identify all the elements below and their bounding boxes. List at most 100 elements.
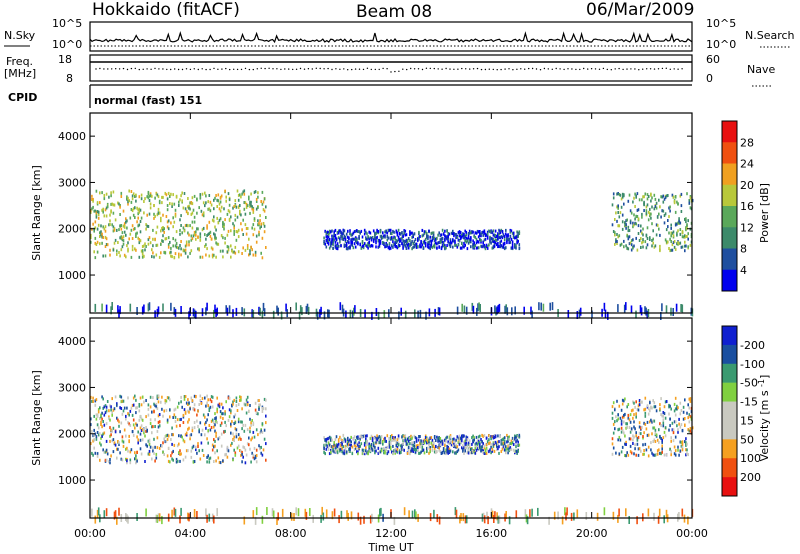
echo-cell [472, 242, 474, 246]
echo-cell [123, 406, 126, 410]
echo-cell [255, 454, 258, 457]
echo-cell [639, 305, 642, 314]
echo-cell [201, 397, 204, 400]
echo-cell [476, 240, 479, 244]
echo-cell [251, 248, 253, 252]
echo-cell [257, 223, 259, 227]
nave-dot [240, 68, 243, 71]
echo-cell [193, 215, 196, 219]
echo-cell [366, 434, 368, 438]
echo-cell [628, 193, 631, 197]
echo-cell [216, 449, 218, 453]
echo-cell [455, 233, 457, 236]
echo-cell [193, 421, 196, 424]
echo-cell [130, 228, 133, 232]
echo-cell [427, 439, 429, 443]
echo-cell [166, 197, 169, 201]
nave-dot [209, 68, 211, 71]
echo-cell [185, 240, 188, 244]
echo-cell [507, 444, 509, 448]
echo-cell [455, 438, 457, 442]
echo-cell [225, 400, 227, 404]
echo-cell [440, 452, 443, 455]
echo-cell [651, 432, 653, 436]
echo-cell [647, 454, 650, 458]
echo-cell [682, 417, 685, 421]
echo-cell [323, 445, 325, 449]
echo-cell [157, 513, 160, 522]
echo-cell [400, 232, 402, 236]
nave-dot [327, 67, 329, 70]
echo-cell [686, 411, 688, 415]
echo-cell [321, 506, 323, 515]
echo-cell [663, 221, 666, 225]
echo-cell [436, 242, 438, 246]
echo-cell [679, 228, 682, 231]
echo-cell [365, 440, 367, 444]
echo-cell [482, 241, 484, 245]
echo-cell [423, 231, 426, 235]
echo-cell [665, 509, 668, 518]
echo-cell [105, 405, 108, 409]
echo-cell [167, 434, 170, 438]
echo-cell [211, 247, 214, 251]
echo-cell [121, 236, 124, 240]
echo-cell [437, 436, 439, 440]
echo-cell [179, 232, 181, 236]
echo-cell [374, 237, 376, 241]
echo-cell [467, 448, 470, 452]
echo-cell [239, 209, 241, 213]
echo-cell [173, 443, 176, 447]
echo-cell [630, 211, 633, 215]
echo-cell [99, 235, 101, 238]
echo-cell [117, 447, 119, 451]
echo-cell [388, 443, 391, 447]
echo-cell [145, 429, 147, 433]
echo-cell [508, 238, 510, 242]
echo-cell [147, 407, 150, 411]
echo-cell [642, 435, 644, 438]
cpid-mode: normal (fast) 151 [94, 94, 202, 107]
echo-cell [476, 246, 479, 250]
echo-cell [638, 403, 641, 407]
echo-cell [220, 432, 223, 436]
echo-cell [664, 400, 667, 404]
echo-cell [147, 413, 150, 417]
echo-cell [453, 234, 455, 238]
echo-cell [365, 230, 367, 234]
echo-cell [224, 218, 226, 222]
echo-cell [672, 431, 675, 435]
echo-cell [352, 437, 355, 441]
echo-cell [348, 439, 350, 443]
echo-cell [305, 511, 308, 520]
echo-cell [151, 410, 153, 414]
echo-cell [333, 450, 335, 454]
echo-cell [131, 209, 134, 213]
echo-cell [228, 198, 231, 202]
echo-cell [265, 407, 267, 411]
echo-cell [94, 236, 97, 240]
power-echoes [90, 189, 694, 320]
colorbar-tick-label: 200 [740, 471, 761, 484]
echo-cell [445, 448, 447, 452]
echo-cell [251, 451, 253, 455]
echo-cell [652, 453, 654, 457]
echo-cell [231, 441, 233, 445]
echo-cell [200, 209, 203, 213]
echo-cell [357, 435, 359, 439]
echo-cell [175, 195, 178, 199]
echo-cell [510, 439, 513, 443]
echo-cell [217, 437, 220, 441]
echo-cell [407, 449, 410, 453]
nave-tick-bottom: 0 [706, 72, 713, 85]
echo-cell [410, 434, 412, 438]
echo-cell [518, 232, 521, 235]
echo-cell [196, 451, 198, 455]
echo-cell [216, 410, 218, 414]
echo-cell [131, 248, 134, 252]
echo-cell [689, 397, 692, 401]
echo-cell [129, 409, 132, 413]
echo-cell [441, 244, 444, 247]
echo-cell [688, 406, 691, 410]
echo-cell [411, 231, 413, 235]
